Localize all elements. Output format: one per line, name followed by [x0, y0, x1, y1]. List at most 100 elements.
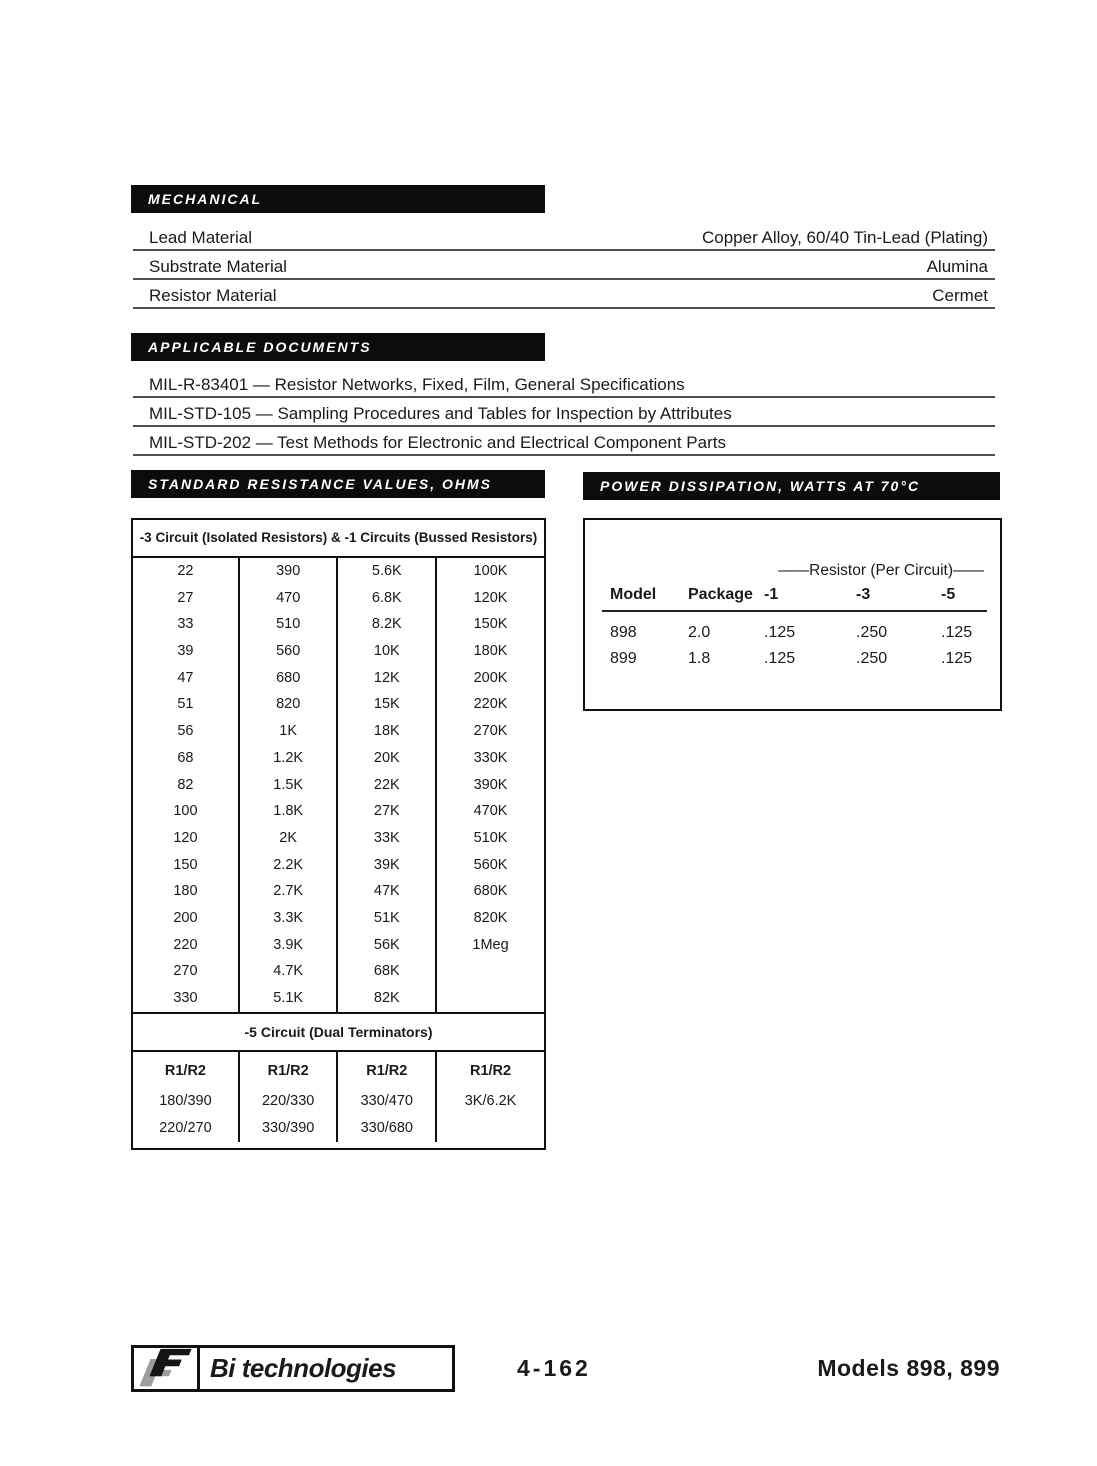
dual-value [437, 1115, 544, 1142]
resistance-value: 180K [473, 643, 508, 660]
resistance-value: 510 [240, 611, 339, 639]
power-value: .125 [941, 624, 973, 641]
resistance-value: 5.6K [338, 558, 438, 585]
resistance-value: 820 [240, 691, 339, 719]
resistance-value: 560K [473, 856, 508, 873]
resistance-value: 15K [338, 691, 438, 719]
resistance-value: 330K [473, 749, 508, 766]
section-title: APPLICABLE DOCUMENTS [148, 339, 372, 355]
spec-row: Substrate Material Alumina [133, 251, 995, 280]
resistance-value: 18K [338, 718, 438, 745]
dual-value: 220/330 [240, 1087, 339, 1115]
spec-row: Lead Material Copper Alloy, 60/40 Tin-Lea… [133, 222, 995, 251]
dual-value: 330/680 [338, 1114, 438, 1142]
resistance-value: 82K [338, 985, 438, 1012]
tt-logo-icon [134, 1348, 200, 1389]
resistance-value: 3.9K [240, 931, 339, 959]
power-value: .250 [856, 624, 888, 641]
resistance-value: 2.2K [240, 851, 339, 879]
spec-label: MIL-STD-105 — Sampling Procedures and Ta… [149, 404, 732, 423]
resistance-value: 1.5K [240, 771, 339, 799]
power-value: 1.8 [688, 650, 711, 667]
spec-row: MIL-STD-105 — Sampling Procedures and Ta… [133, 398, 995, 427]
power-table-row: 899 1.8 .125 .250 .125 [602, 646, 987, 672]
resistance-value: 680 [240, 664, 339, 692]
resistance-value: 56K [338, 931, 438, 959]
resistance-value: 12K [338, 664, 438, 692]
resistance-value: 390 [240, 558, 339, 585]
spec-label: Resistor Material [149, 286, 277, 305]
applicable-documents-rows: MIL-R-83401 — Resistor Networks, Fixed, … [133, 369, 995, 456]
resistance-value: 33K [338, 824, 438, 852]
power-header-cell: Package [688, 586, 753, 603]
dual-value: 330/470 [338, 1087, 438, 1115]
spec-label: Substrate Material [149, 257, 287, 276]
section-title: STANDARD RESISTANCE VALUES, OHMS [148, 476, 493, 492]
power-table-row: 898 2.0 .125 .250 .125 [602, 620, 987, 646]
section-header-mechanical: MECHANICAL [131, 185, 545, 213]
resistance-value: 4.7K [240, 958, 339, 985]
resistance-value: 8.2K [338, 611, 438, 639]
resistance-value: 56 [133, 718, 240, 745]
resistance-value: 51K [338, 904, 438, 932]
resistance-value: 200K [473, 669, 508, 686]
power-value: .250 [856, 650, 888, 667]
resistance-value: 68K [338, 958, 438, 985]
logo-text: Bi technologies [210, 1353, 397, 1383]
dual-value: 330/390 [240, 1114, 339, 1142]
resistance-value: 200 [133, 904, 240, 932]
section-header-standard-resistance: STANDARD RESISTANCE VALUES, OHMS [131, 470, 545, 498]
power-value: 898 [610, 624, 637, 641]
resistance-value: 2K [240, 824, 339, 852]
resistance-value: 27K [338, 798, 438, 825]
resistance-value: 68 [133, 744, 240, 772]
power-value: .125 [941, 650, 973, 667]
mechanical-rows: Lead Material Copper Alloy, 60/40 Tin-Lea… [133, 222, 995, 309]
power-value: .125 [764, 650, 796, 667]
resistance-value: 150 [133, 851, 240, 879]
resistance-value: 330 [133, 985, 240, 1012]
resistance-value: 510K [473, 829, 508, 846]
resistance-value: 220K [473, 696, 508, 713]
logo: Bi technologies [131, 1345, 455, 1392]
resistance-value: 6.8K [338, 584, 438, 612]
spec-label: MIL-STD-202 — Test Methods for Electroni… [149, 433, 726, 452]
spec-row: MIL-STD-202 — Test Methods for Electroni… [133, 427, 995, 456]
resistance-value: 1.2K [240, 744, 339, 772]
resistance-value: 39K [338, 851, 438, 879]
resistance-value: 1Meg [472, 936, 509, 953]
spec-value: Copper Alloy, 60/40 Tin-Lead (Plating) [701, 228, 988, 247]
resistance-value: 180 [133, 878, 240, 905]
dual-header-cell: R1/R2 [240, 1051, 339, 1088]
spec-value: Cermet [932, 286, 988, 305]
resistance-value: 100 [133, 798, 240, 825]
power-value: .125 [764, 624, 796, 641]
resistance-value: 82 [133, 771, 240, 799]
resistance-value: 120 [133, 824, 240, 852]
resistance-value: 470K [473, 803, 508, 820]
dual-value: 220/270 [133, 1114, 240, 1142]
resistance-table: -3 Circuit (Isolated Resistors) & -1 Cir… [131, 518, 546, 1150]
section-header-power-dissipation: POWER DISSIPATION, WATTS AT 70°C [583, 472, 1000, 500]
resistance-value: 5.1K [240, 985, 339, 1012]
power-header-cell: -1 [764, 586, 779, 603]
section-title: MECHANICAL [148, 191, 263, 207]
resistance-value: 20K [338, 744, 438, 772]
resistor-per-circuit-header: ——Resistor (Per Circuit)—— [778, 562, 984, 579]
resistance-value: 47 [133, 664, 240, 692]
resistance-value [437, 958, 544, 985]
resistance-value [437, 985, 544, 1012]
dual-header-cell: R1/R2 [133, 1051, 240, 1088]
resistance-value: 27 [133, 584, 240, 612]
power-value: 899 [610, 650, 637, 667]
spec-label: MIL-R-83401 — Resistor Networks, Fixed, … [149, 375, 685, 394]
resistance-value: 680K [473, 883, 508, 900]
resistance-value: 470 [240, 584, 339, 612]
power-header-cell: -5 [941, 586, 956, 603]
dual-terminators-grid: R1/R2 R1/R2 R1/R2 R1/R2 180/390 220/330 330/47… [133, 1051, 544, 1148]
power-table-body: 898 2.0 .125 .250 .125 899 1.8 .125 .250 .125 [602, 620, 987, 672]
resistance-value: 39 [133, 638, 240, 665]
resistance-value: 390K [473, 776, 508, 793]
dual-value: 3K/6.2K [464, 1092, 517, 1109]
